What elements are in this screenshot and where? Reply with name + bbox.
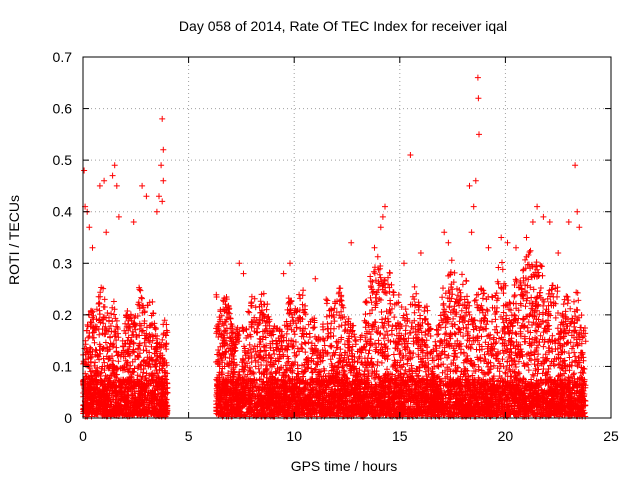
data-point (320, 327, 326, 333)
data-point (339, 322, 345, 328)
data-point (439, 294, 445, 300)
data-point (534, 259, 540, 265)
data-point (292, 331, 298, 337)
data-point (97, 301, 103, 307)
data-point (463, 278, 469, 284)
data-point (440, 285, 446, 291)
data-point (83, 341, 89, 347)
data-point (111, 312, 117, 318)
data-point (107, 335, 113, 341)
data-point (513, 330, 519, 336)
data-point (247, 342, 253, 348)
data-point (474, 292, 480, 298)
data-point (124, 308, 130, 314)
data-point (391, 314, 397, 320)
data-point (305, 339, 311, 345)
data-point (363, 311, 369, 317)
data-point (292, 353, 298, 359)
data-point (103, 340, 109, 346)
data-point (387, 270, 393, 276)
data-point (367, 274, 373, 280)
data-point (536, 367, 542, 373)
data-point (139, 296, 145, 302)
data-point (375, 254, 381, 260)
data-point (368, 283, 374, 289)
data-point (567, 306, 573, 312)
data-point (97, 311, 103, 317)
data-point (460, 281, 466, 287)
data-point (546, 345, 552, 351)
data-point (540, 344, 546, 350)
data-point (149, 299, 155, 305)
data-point (153, 325, 159, 331)
data-point (273, 370, 279, 376)
data-point (96, 332, 102, 338)
data-point (387, 298, 393, 304)
data-point (300, 287, 306, 293)
data-point (417, 313, 423, 319)
points-layer (80, 75, 589, 420)
chart-title: Day 058 of 2014, Rate Of TEC Index for r… (179, 18, 507, 34)
data-point (109, 318, 115, 324)
data-point (412, 284, 418, 290)
data-point (566, 350, 572, 356)
data-point (575, 297, 581, 303)
data-point (296, 292, 302, 298)
data-point (391, 352, 397, 358)
data-point (449, 291, 455, 297)
data-point (377, 272, 383, 278)
data-point (111, 299, 117, 305)
data-point (565, 294, 571, 300)
data-point (404, 311, 410, 317)
data-point (376, 337, 382, 343)
data-point (449, 257, 455, 263)
data-point (379, 309, 385, 315)
data-point (473, 297, 479, 303)
data-point (434, 363, 440, 369)
data-point (528, 295, 534, 301)
data-point (101, 304, 107, 310)
data-point (245, 309, 251, 315)
data-point (385, 352, 391, 358)
data-point (102, 296, 108, 302)
data-point (526, 367, 532, 373)
data-point (249, 359, 255, 365)
data-point (353, 338, 359, 344)
data-point (378, 342, 384, 348)
data-point (137, 288, 143, 294)
data-point (575, 290, 581, 296)
data-point (561, 301, 567, 307)
data-point (264, 307, 270, 313)
data-point (385, 319, 391, 325)
data-point (369, 299, 375, 305)
data-point (440, 302, 446, 308)
data-point (512, 313, 518, 319)
data-point (154, 341, 160, 347)
data-point (264, 301, 270, 307)
data-point (571, 299, 577, 305)
data-point (362, 299, 368, 305)
data-point (97, 294, 103, 300)
data-point (112, 333, 118, 339)
data-point (323, 296, 329, 302)
data-point (308, 366, 314, 372)
data-point (302, 349, 308, 355)
data-point (114, 353, 120, 359)
data-point (303, 341, 309, 347)
data-point (527, 356, 533, 362)
data-point (413, 291, 419, 297)
